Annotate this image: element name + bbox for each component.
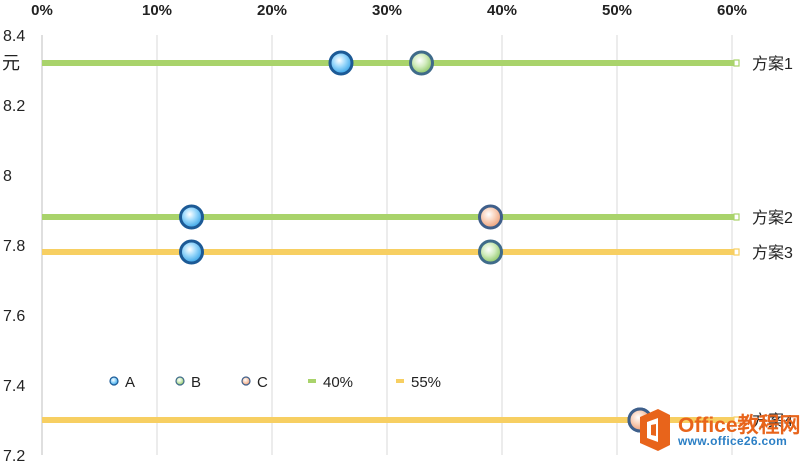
marker-A (328, 50, 354, 76)
marker-A (179, 204, 204, 230)
y-axis-unit: 元 (2, 53, 20, 73)
series-line-end (733, 416, 740, 424)
watermark-brand: Office教程网 (678, 414, 801, 437)
y-tick-label: 8 (3, 168, 12, 185)
x-tick-label: 60% (717, 2, 747, 19)
legend-marker (109, 376, 119, 386)
legend-label: B (191, 374, 201, 391)
legend-label: A (125, 374, 135, 391)
y-tick-label: 8.2 (3, 98, 25, 115)
x-tick-label: 30% (372, 2, 402, 19)
y-tick-label: 7.2 (3, 448, 25, 462)
marker-A (179, 239, 204, 265)
legend-marker (241, 376, 251, 386)
x-tick-label: 20% (257, 2, 287, 19)
legend-label: C (257, 374, 268, 391)
x-tick-label: 40% (487, 2, 517, 19)
y-tick-label: 7.6 (3, 308, 25, 325)
x-tick-label: 50% (602, 2, 632, 19)
series-line-end (733, 59, 740, 67)
series-line-label: 方案1 (752, 55, 793, 73)
legend-marker (175, 376, 185, 386)
watermark-site: www.office26.com (678, 434, 788, 448)
marker-B (478, 239, 503, 265)
legend-label: 40% (323, 374, 353, 391)
y-tick-label: 7.4 (3, 378, 25, 395)
x-tick-label: 10% (142, 2, 172, 19)
marker-B (409, 50, 434, 76)
watermark: Office教程网 www.office26.com (632, 405, 802, 457)
series-line-end (733, 248, 740, 256)
y-tick-label: 7.8 (3, 238, 25, 255)
office-logo-icon (640, 409, 670, 451)
series-line-label: 方案3 (752, 244, 793, 262)
y-tick-label: 8.4 (3, 28, 25, 45)
series-line-end (733, 213, 740, 221)
series-line-label: 方案4 (752, 412, 793, 430)
legend-label: 55% (411, 374, 441, 391)
series-line-label: 方案2 (752, 209, 793, 227)
marker-C (478, 204, 503, 230)
x-tick-label: 0% (31, 2, 53, 19)
